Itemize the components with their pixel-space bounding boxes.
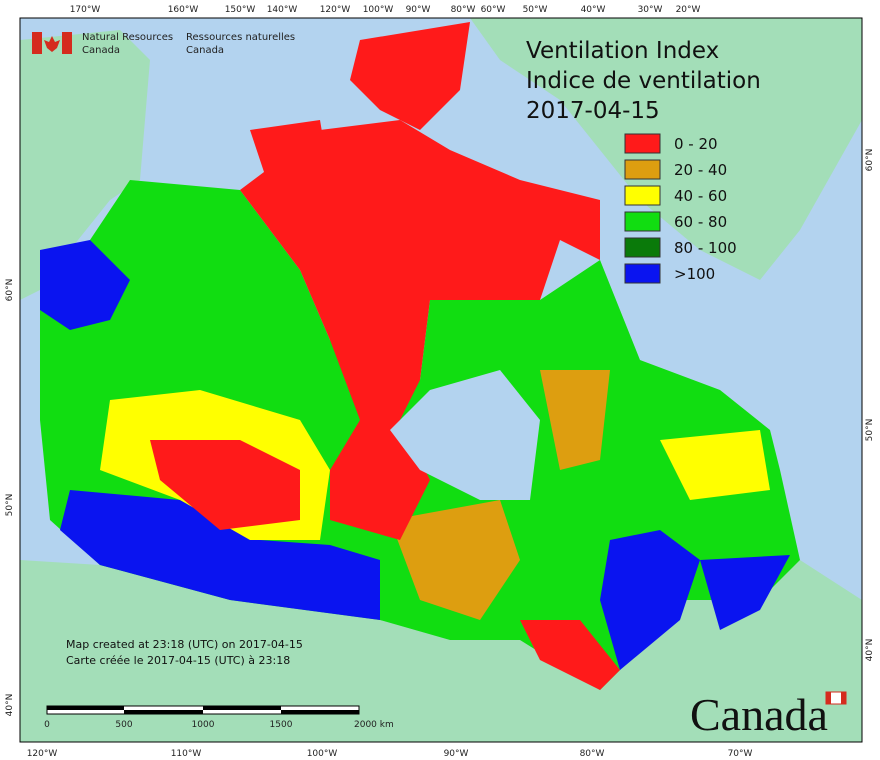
title: Indice de ventilation (526, 68, 761, 94)
scale-seg (281, 710, 359, 714)
note: Map created at 23:18 (UTC) on 2017-04-15 (66, 638, 303, 651)
blue-region (700, 555, 790, 630)
legend: 0 - 20 20 - 40 40 - 60 60 - 80 80 - 100 >100 (624, 133, 737, 284)
legend-label: 0 - 20 (674, 135, 718, 153)
legend-swatch (624, 159, 661, 180)
alaska (20, 30, 150, 300)
lon-label: 110°W (171, 749, 202, 759)
graticule-labels: 170°W 160°W 150°W 140°W 120°W 100°W 90°W 80°W 60… (5, 5, 875, 759)
lon-label: 150°W (225, 5, 256, 15)
legend-swatch (624, 211, 661, 232)
blue-region (60, 490, 380, 620)
lat-label: 60°N (865, 149, 875, 172)
lon-label: 20°W (676, 5, 701, 15)
agency-logo: Natural Resources Canada Ressources natu… (32, 32, 295, 56)
red-region (520, 620, 620, 690)
red-region (240, 120, 600, 540)
greenland (470, 18, 862, 280)
map-frame (19, 17, 863, 743)
lat-label: 50°N (865, 419, 875, 442)
orange-region (540, 370, 610, 470)
lon-label: 100°W (363, 5, 394, 15)
blue-region (40, 240, 130, 330)
lon-label: 170°W (70, 5, 101, 15)
lon-label: 80°W (451, 5, 476, 15)
lon-label: 120°W (27, 749, 58, 759)
title: 2017-04-15 (526, 98, 660, 124)
lon-label: 70°W (728, 749, 753, 759)
blue-region (600, 530, 700, 670)
scale-seg (124, 710, 203, 714)
usa (20, 560, 862, 742)
lon-label: 60°W (481, 5, 506, 15)
title: Ventilation Index (526, 38, 719, 64)
scale-label: 0 (44, 720, 50, 730)
note: Carte créée le 2017-04-15 (UTC) à 23:18 (66, 654, 290, 667)
legend-label: 80 - 100 (674, 239, 737, 257)
lon-label: 40°W (581, 5, 606, 15)
lat-label: 40°N (865, 639, 875, 662)
red-island (250, 120, 330, 190)
legend-swatch (624, 133, 661, 154)
lon-label: 50°W (523, 5, 548, 15)
scale-label: 500 (115, 720, 132, 730)
flag-bar (62, 32, 72, 54)
legend-label: 20 - 40 (674, 161, 727, 179)
lon-label: 160°W (168, 5, 199, 15)
agency-fr: Canada (186, 45, 224, 56)
scale-seg (203, 706, 281, 710)
legend-label: >100 (674, 265, 715, 283)
wordmark-flag (826, 692, 831, 704)
canada-wordmark: Canada (690, 689, 828, 740)
wordmark-flag (841, 692, 846, 704)
map (19, 17, 863, 743)
lon-label: 140°W (267, 5, 298, 15)
legend-label: 60 - 80 (674, 213, 727, 231)
hudson-bay (390, 370, 540, 500)
lon-label: 90°W (444, 749, 469, 759)
red-island (350, 22, 470, 130)
legend-label: 40 - 60 (674, 187, 727, 205)
flag-bar (32, 32, 42, 54)
lat-label: 50°N (5, 494, 15, 517)
legend-swatch (624, 263, 661, 284)
scale-label: 1500 (270, 720, 293, 730)
scale-label: 1000 (192, 720, 215, 730)
scale-seg (47, 706, 124, 710)
orange-region (390, 500, 520, 620)
lon-label: 80°W (580, 749, 605, 759)
legend-swatch (624, 237, 661, 258)
red-region (150, 440, 300, 530)
agency-en: Natural Resources (82, 32, 173, 43)
lon-label: 100°W (307, 749, 338, 759)
lat-label: 60°N (5, 279, 15, 302)
lon-label: 120°W (320, 5, 351, 15)
agency-fr: Ressources naturelles (186, 32, 295, 43)
agency-en: Canada (82, 45, 120, 56)
lat-label: 40°N (5, 694, 15, 717)
scale-bar: 0 500 1000 1500 2000 km (44, 705, 394, 730)
lon-label: 90°W (406, 5, 431, 15)
scale-label: 2000 km (354, 720, 394, 730)
yellow-region (660, 430, 770, 500)
maple-leaf (44, 36, 60, 52)
lon-label: 30°W (638, 5, 663, 15)
legend-swatch (624, 185, 661, 206)
